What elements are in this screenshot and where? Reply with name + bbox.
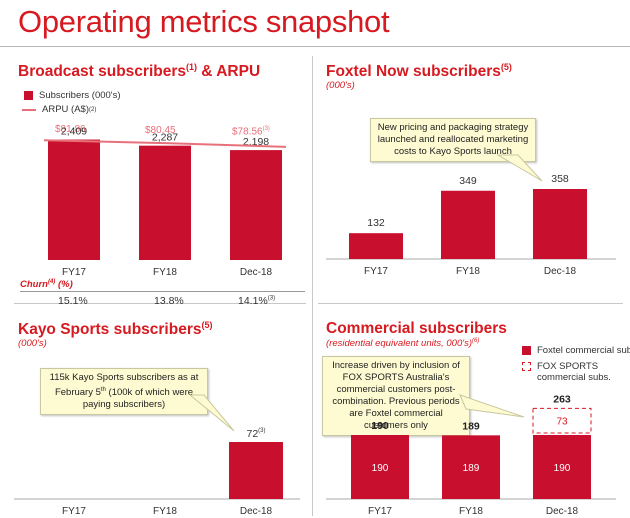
legend-fox-sports-commercial: FOX SPORTS commercial subs.	[522, 361, 618, 383]
kayo-chart: FY17 FY18 72(3) Dec-18	[14, 428, 300, 517]
bar-foxtel-now-FY18	[441, 190, 495, 259]
page-title: Operating metrics snapshot	[18, 4, 390, 39]
foxtel-now-subtitle: (000's)	[326, 80, 355, 91]
bar-total-commercial-Dec-18: 263	[553, 393, 571, 405]
churn-fy17: 15.1%	[58, 295, 88, 307]
commercial-subtitle: (residential equivalent units, 000's)(6)	[326, 338, 480, 350]
bar-broadcast-Dec-18	[230, 150, 282, 260]
x-tick-kayo-Dec-18: Dec-18	[240, 506, 273, 517]
x-tick-kayo-FY17: FY17	[62, 506, 86, 517]
bar-broadcast-FY18	[139, 145, 191, 260]
legend-arpu: ARPU (A$) (2)	[22, 104, 96, 115]
foxtel-now-title: Foxtel Now subscribers(5)	[326, 62, 512, 81]
bar-label-foxtel-now-FY17: 132	[367, 217, 385, 229]
commercial-callout-tail	[459, 394, 525, 418]
legend-subscribers: Subscribers (000's)	[24, 90, 121, 101]
legend-foxtel-commercial: Foxtel commercial subs.	[522, 345, 630, 356]
bar-inner-label-fox-sports-Dec-18: 73	[556, 417, 568, 428]
legend-fox-sports-swatch	[522, 362, 531, 371]
horizontal-divider-right	[318, 303, 623, 304]
arpu-label-dec18: $78.56(3)	[232, 126, 270, 138]
foxtel-now-chart: 132 FY17 349 FY18 358 Dec-18	[326, 173, 616, 277]
bar-label-broadcast-FY18: 2,287	[152, 132, 178, 144]
broadcast-title: Broadcast subscribers(1) & ARPU	[18, 62, 261, 81]
bar-foxtel-now-FY17	[349, 233, 403, 259]
commercial-title: Commercial subscribers	[326, 320, 507, 337]
bar-commercial-foxtel-FY17	[351, 435, 409, 499]
commercial-callout: Increase driven by inclusion of FOX SPOR…	[322, 356, 470, 436]
bar-total-commercial-FY18: 189	[462, 420, 480, 432]
kayo-callout: 115k Kayo Sports subscribers as at Febru…	[40, 368, 208, 416]
title-rule	[0, 46, 630, 47]
x-tick-foxtel-now-Dec-18: Dec-18	[544, 266, 577, 277]
churn-dec18: 14.1%(3)	[238, 295, 276, 307]
bar-commercial-foxtel-FY18	[442, 435, 500, 499]
bar-label-kayo-sup: (3)	[258, 428, 265, 434]
x-tick-broadcast-FY17: FY17	[62, 267, 86, 278]
legend-arpu-swatch	[22, 108, 36, 111]
x-tick-commercial-FY17: FY17	[368, 506, 392, 517]
bar-kayo-Dec-18	[229, 442, 283, 499]
legend-foxtel-commercial-swatch	[522, 346, 531, 355]
foxtel-now-callout-tail	[496, 154, 543, 182]
x-tick-foxtel-now-FY18: FY18	[456, 266, 480, 277]
bar-broadcast-FY17	[48, 139, 100, 260]
bar-inner-label-commercial-Dec-18: 190	[554, 463, 571, 474]
arpu-line	[43, 139, 287, 148]
bar-label-foxtel-now-FY18: 349	[459, 175, 477, 187]
bar-label-foxtel-now-Dec-18: 358	[551, 173, 569, 185]
bar-label-kayo-Dec-18: 72(3)	[246, 428, 265, 440]
kayo-callout-tail	[188, 394, 235, 432]
horizontal-divider-left	[14, 303, 306, 304]
commercial-chart: 190 190 FY17 189 189 FY18 190 73 263 Dec-18	[326, 393, 616, 517]
arpu-label-fy17: $81.86	[55, 124, 86, 135]
churn-fy18: 13.8%	[154, 295, 184, 307]
vertical-divider	[312, 56, 313, 516]
x-tick-broadcast-FY18: FY18	[153, 267, 177, 278]
bar-inner-label-commercial-FY18: 189	[463, 463, 480, 474]
bar-foxtel-now-Dec-18	[533, 189, 587, 259]
bar-commercial-foxtel-Dec-18	[533, 435, 591, 499]
bar-label-broadcast-FY17: 2,409	[61, 126, 87, 138]
bar-commercial-fox-sports-Dec-18	[532, 407, 592, 434]
kayo-title: Kayo Sports subscribers(5)	[18, 320, 213, 339]
arpu-label-fy18: $80.45	[145, 125, 176, 136]
churn-rule	[20, 291, 305, 292]
kayo-subtitle: (000's)	[18, 338, 47, 349]
churn-label: Churn(4) (%)	[20, 279, 73, 291]
x-tick-commercial-Dec-18: Dec-18	[546, 506, 579, 517]
bar-total-commercial-FY17: 190	[371, 420, 389, 432]
bar-inner-label-commercial-FY17: 190	[372, 463, 389, 474]
x-tick-kayo-FY18: FY18	[153, 506, 177, 517]
x-tick-commercial-FY18: FY18	[459, 506, 483, 517]
x-tick-broadcast-Dec-18: Dec-18	[240, 267, 273, 278]
x-tick-foxtel-now-FY17: FY17	[364, 266, 388, 277]
legend-subscribers-swatch	[24, 91, 33, 100]
